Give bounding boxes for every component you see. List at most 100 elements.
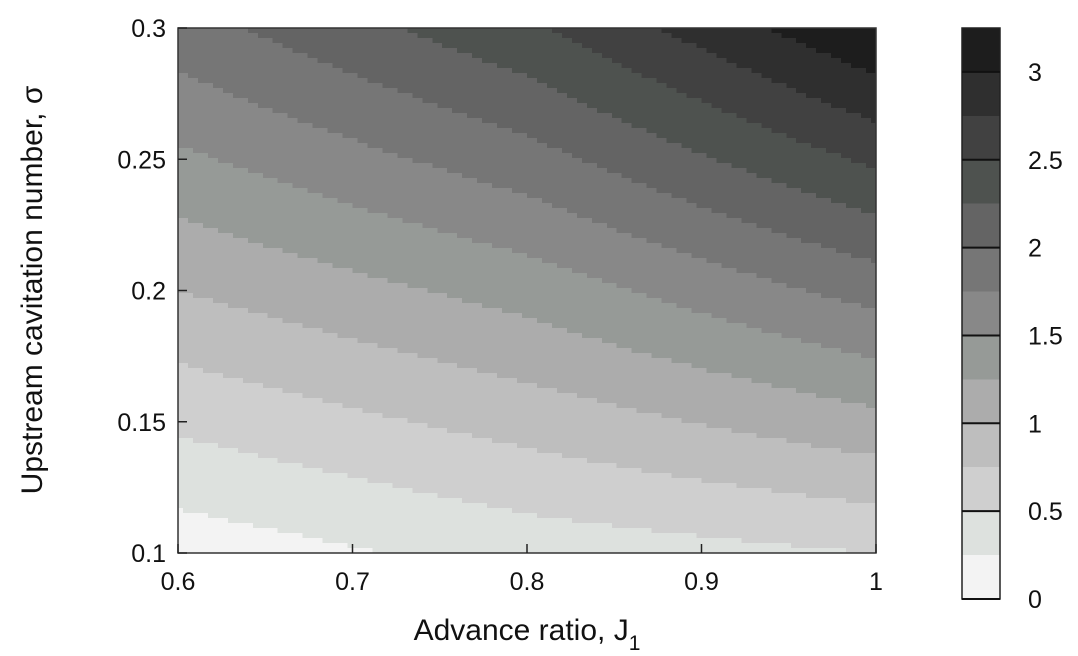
contour-cell xyxy=(362,173,369,179)
contour-cell xyxy=(367,28,374,34)
contour-cell xyxy=(561,118,568,124)
contour-cell xyxy=(691,148,698,154)
contour-cell xyxy=(666,73,673,79)
contour-cell xyxy=(332,183,339,189)
contour-cell xyxy=(477,153,483,159)
contour-cell xyxy=(187,63,194,69)
contour-cell xyxy=(267,183,274,189)
contour-cell xyxy=(467,83,473,89)
contour-cell xyxy=(377,38,384,44)
contour-cell xyxy=(681,168,688,174)
contour-cell xyxy=(656,48,663,54)
contour-cell xyxy=(192,83,199,89)
contour-cell xyxy=(646,178,653,184)
contour-cell xyxy=(706,108,713,114)
contour-cell xyxy=(402,73,408,79)
contour-cell xyxy=(372,168,379,174)
contour-cell xyxy=(382,38,388,44)
contour-cell xyxy=(427,78,433,84)
contour-cell xyxy=(182,158,189,164)
contour-cell xyxy=(626,118,633,124)
contour-cell xyxy=(372,148,379,154)
contour-cell xyxy=(187,133,194,139)
contour-cell xyxy=(631,103,638,109)
contour-cell xyxy=(247,38,254,44)
contour-cell xyxy=(871,33,877,39)
contour-cell xyxy=(402,28,408,34)
contour-cell xyxy=(701,143,708,149)
contour-cell xyxy=(462,183,468,189)
contour-cell xyxy=(631,203,638,209)
contour-cell xyxy=(756,73,762,79)
contour-cell xyxy=(252,108,259,114)
contour-cell xyxy=(337,138,344,144)
contour-cell xyxy=(337,68,344,74)
contour-cell xyxy=(382,108,388,114)
contour-cell xyxy=(492,73,498,79)
contour-cell xyxy=(178,68,184,74)
contour-cell xyxy=(866,53,872,59)
contour-cell xyxy=(666,103,673,109)
contour-cell xyxy=(447,58,453,64)
contour-cell xyxy=(626,173,633,179)
contour-cell xyxy=(671,88,678,94)
contour-cell xyxy=(746,28,752,34)
contour-cell xyxy=(317,33,324,39)
contour-cell xyxy=(292,193,299,199)
contour-cell xyxy=(661,93,668,99)
contour-cell xyxy=(731,133,737,139)
contour-cell xyxy=(317,68,324,74)
contour-cell xyxy=(721,143,728,149)
contour-cell xyxy=(422,183,428,189)
contour-cell xyxy=(507,163,513,169)
contour-cell xyxy=(861,28,867,34)
contour-cell xyxy=(806,178,812,184)
contour-cell xyxy=(307,58,314,64)
contour-cell xyxy=(197,28,204,34)
contour-cell xyxy=(332,38,339,44)
contour-cell xyxy=(836,143,842,149)
contour-cell xyxy=(721,83,728,89)
contour-cell xyxy=(187,33,194,39)
contour-cell xyxy=(741,68,747,74)
contour-cell xyxy=(781,173,787,179)
contour-cell xyxy=(626,108,633,114)
contour-cell xyxy=(761,163,767,169)
contour-cell xyxy=(527,48,533,54)
contour-cell xyxy=(517,188,523,194)
contour-cell xyxy=(387,118,393,124)
contour-cell xyxy=(272,143,279,149)
contour-cell xyxy=(846,48,852,54)
contour-cell xyxy=(711,138,718,144)
contour-cell xyxy=(591,133,598,139)
contour-cell xyxy=(786,108,792,114)
contour-cell xyxy=(457,33,463,39)
contour-cell xyxy=(821,163,827,169)
contour-cell xyxy=(382,128,388,134)
contour-cell xyxy=(616,158,623,164)
contour-cell xyxy=(427,173,433,179)
contour-cell xyxy=(741,188,747,194)
contour-cell xyxy=(791,78,797,84)
contour-cell xyxy=(806,33,812,39)
contour-cell xyxy=(671,33,678,39)
contour-cell xyxy=(222,83,229,89)
contour-cell xyxy=(372,128,379,134)
contour-cell xyxy=(412,173,418,179)
contour-cell xyxy=(357,118,364,124)
contour-cell xyxy=(277,193,284,199)
contour-cell xyxy=(462,73,468,79)
contour-cell xyxy=(671,98,678,104)
contour-cell xyxy=(482,53,488,59)
contour-cell xyxy=(766,163,772,169)
contour-cell xyxy=(502,28,508,34)
contour-cell xyxy=(267,163,274,169)
contour-cell xyxy=(816,33,822,39)
contour-cell xyxy=(621,198,628,204)
contour-cell xyxy=(237,38,244,44)
contour-cell xyxy=(457,203,463,209)
contour-cell xyxy=(801,193,807,199)
contour-cell xyxy=(626,178,633,184)
contour-cell xyxy=(591,193,598,199)
contour-cell xyxy=(382,203,388,209)
